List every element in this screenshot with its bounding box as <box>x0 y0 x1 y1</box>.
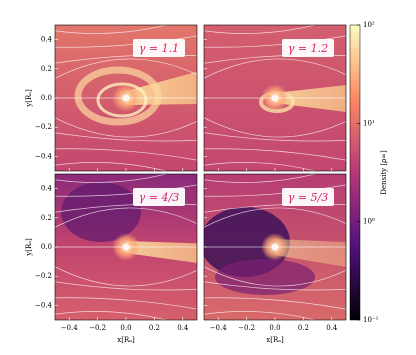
colorbar <box>349 24 361 321</box>
y-axis-label: y[Rₐ] <box>25 89 33 108</box>
plume <box>275 239 346 267</box>
colorbar-tick-label: 10⁰ <box>363 218 375 226</box>
streamline <box>204 25 317 34</box>
streamline <box>55 281 197 291</box>
streamline <box>204 281 346 291</box>
plume <box>126 241 197 263</box>
y-tick-label: −0.4 <box>35 152 53 160</box>
colorbar-label: Density [ρ∞] <box>380 150 388 195</box>
x-tick-label: 0.4 <box>326 324 338 332</box>
x-axis-label: x[Rₐ] <box>266 336 284 344</box>
streamline <box>55 311 168 320</box>
y-tick-label: 0.0 <box>41 243 52 251</box>
streamline <box>204 266 346 287</box>
x-tick-label: 0.0 <box>120 324 131 332</box>
panel-label: γ = 1.1 <box>139 42 179 55</box>
x-tick-label: 0.0 <box>269 324 280 332</box>
x-tick-label: −0.4 <box>210 324 228 332</box>
panel-label-box <box>282 188 334 206</box>
x-axis-label: x[Rₐ] <box>117 336 135 344</box>
panel-label-box <box>282 39 334 57</box>
y-tick-label: −0.2 <box>35 272 52 280</box>
y-tick-label: 0.2 <box>41 214 52 222</box>
streamline <box>55 132 197 142</box>
streamline <box>55 148 197 161</box>
streamline <box>55 162 168 171</box>
plume <box>126 71 197 105</box>
y-tick-label: 0.4 <box>41 185 53 193</box>
colorbar-tick-label: 10⁻¹ <box>363 316 379 324</box>
panel-label: γ = 5/3 <box>288 191 329 204</box>
streamline <box>55 266 197 287</box>
y-tick-label: 0.2 <box>41 65 52 73</box>
x-tick-label: 0.4 <box>177 324 189 332</box>
x-tick-label: 0.2 <box>149 324 160 332</box>
streamline <box>55 174 168 183</box>
streamline <box>55 184 197 197</box>
streamline <box>55 207 197 228</box>
streamline <box>204 311 317 320</box>
streamline <box>204 35 346 48</box>
streamline <box>204 132 346 142</box>
streamline <box>204 297 346 310</box>
x-tick-label: 0.2 <box>298 324 309 332</box>
streamline <box>55 117 197 138</box>
streamline <box>55 25 168 34</box>
streamline <box>204 207 346 228</box>
y-tick-label: −0.4 <box>35 301 53 309</box>
streamline <box>204 184 346 197</box>
panel-label-box <box>133 188 185 206</box>
streamline <box>204 58 346 79</box>
streamline <box>55 35 197 48</box>
colorbar-tick-label: 10² <box>363 21 375 29</box>
streamline <box>204 174 317 183</box>
y-tick-label: −0.2 <box>35 123 52 131</box>
y-axis-label: y[Rₐ] <box>25 238 33 257</box>
spiral <box>96 82 148 118</box>
panel-label-box <box>133 39 185 57</box>
panel-label: γ = 4/3 <box>139 191 180 204</box>
low-density-region <box>61 182 141 242</box>
colorbar-tick-label: 10¹ <box>363 119 375 127</box>
x-tick-label: −0.2 <box>89 324 106 332</box>
x-tick-label: −0.4 <box>61 324 79 332</box>
streamline <box>55 58 197 79</box>
x-tick-label: −0.2 <box>238 324 255 332</box>
panel-label: γ = 1.2 <box>288 42 328 55</box>
y-tick-label: 0.0 <box>41 94 52 102</box>
streamline <box>204 162 317 171</box>
spiral <box>74 66 162 126</box>
streamline <box>204 148 346 161</box>
y-tick-label: 0.4 <box>41 36 53 44</box>
streamline <box>55 297 197 310</box>
streamline <box>204 117 346 138</box>
